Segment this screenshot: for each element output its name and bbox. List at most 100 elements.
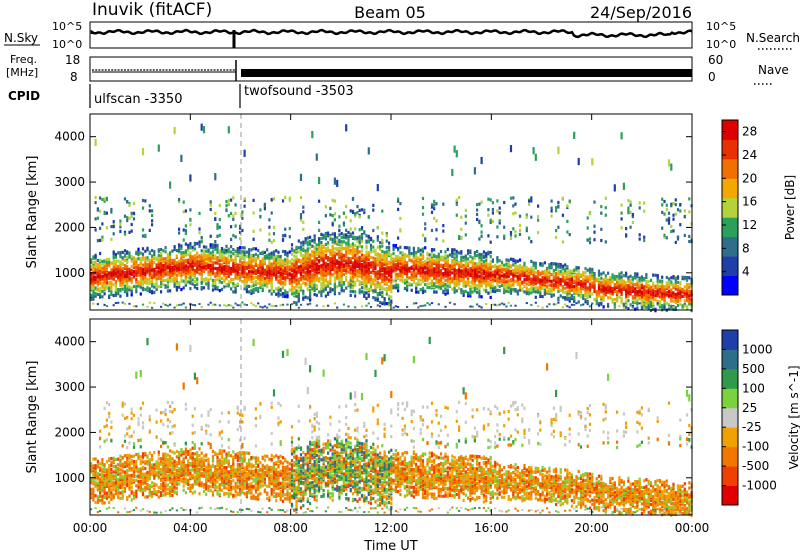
echo-cell	[92, 294, 95, 298]
echo-cell	[248, 284, 251, 288]
echo-cell	[582, 294, 585, 298]
echo-cell	[505, 258, 508, 262]
echo-cell	[96, 278, 99, 282]
echo-cell	[272, 305, 276, 308]
echo-cell	[503, 303, 506, 306]
echo-cell	[171, 259, 174, 263]
echo-cell	[509, 304, 513, 307]
echo-cell	[245, 277, 248, 281]
echo-cell	[288, 281, 291, 285]
echo-cell	[647, 306, 650, 309]
echo-cell	[555, 267, 558, 272]
echo-cell	[480, 280, 483, 284]
echo-cell	[96, 282, 99, 286]
echo-cell	[439, 255, 443, 259]
echo-cell	[408, 266, 411, 270]
echo-cell	[417, 271, 420, 275]
echo-cell	[180, 253, 183, 258]
echo-cell	[189, 254, 192, 258]
echo-cell	[306, 251, 309, 255]
echo-cell	[505, 305, 508, 308]
echo-cell	[218, 225, 221, 229]
echo-cell	[277, 250, 280, 254]
echo-cell	[126, 292, 129, 296]
echo-cell	[331, 240, 334, 244]
echo-cell	[342, 221, 345, 225]
echo-cell	[428, 281, 431, 286]
echo-cell	[555, 209, 558, 213]
echo-cell	[665, 290, 668, 295]
echo-cell	[406, 272, 409, 276]
echo-cell	[248, 250, 251, 254]
echo-cell	[297, 239, 300, 243]
echo-cell	[320, 277, 323, 281]
echo-cell	[534, 295, 537, 299]
echo-cell	[230, 211, 233, 216]
echo-cell	[487, 291, 490, 295]
echo-cell	[270, 240, 273, 244]
echo-cell	[406, 285, 409, 289]
echo-cell	[471, 261, 474, 265]
echo-cell	[216, 258, 219, 262]
echo-cell	[523, 290, 526, 294]
echo-cell	[473, 287, 476, 292]
echo-cell	[645, 282, 648, 286]
echo-cell	[654, 284, 657, 288]
echo-cell	[162, 283, 165, 287]
echo-cell	[187, 265, 190, 269]
echo-cell	[144, 256, 147, 260]
echo-cell	[99, 196, 102, 200]
echo-cell	[225, 267, 228, 271]
echo-cell	[347, 243, 350, 247]
echo-cell	[216, 286, 219, 290]
echo-cell	[175, 269, 178, 273]
echo-cell	[564, 296, 567, 300]
echo-cell	[354, 283, 357, 287]
echo-cell	[241, 210, 244, 214]
echo-cell	[245, 288, 248, 292]
echo-cell	[403, 246, 406, 250]
echo-cell	[108, 294, 111, 298]
echo-cell	[123, 264, 127, 268]
echo-cell	[200, 240, 203, 244]
echo-cell	[101, 222, 104, 226]
echo-cell	[277, 291, 280, 295]
echo-cell	[198, 240, 201, 244]
echo-cell	[189, 259, 192, 263]
echo-cell	[360, 226, 364, 230]
echo-cell	[654, 294, 657, 298]
echo-cell	[356, 256, 359, 260]
echo-cell	[200, 305, 203, 308]
echo-cell	[198, 264, 201, 268]
echo-cell	[311, 273, 314, 277]
echo-cell	[128, 255, 131, 259]
echo-cell	[171, 265, 174, 269]
echo-cell	[241, 212, 244, 217]
echo-cell	[489, 260, 492, 264]
echo-cell	[588, 282, 592, 286]
echo-cell	[462, 270, 465, 274]
echo-cell	[268, 275, 271, 279]
echo-cell	[324, 231, 327, 236]
echo-cell	[591, 281, 594, 285]
echo-cell	[345, 244, 348, 248]
echo-cell	[509, 291, 513, 295]
echo-cell	[117, 288, 120, 292]
echo-cell	[281, 259, 285, 263]
echo-cell	[315, 153, 318, 161]
power-scatter-cells	[90, 123, 693, 313]
echo-cell	[363, 281, 366, 285]
echo-cell	[189, 174, 192, 182]
echo-cell	[284, 292, 287, 296]
echo-cell	[500, 263, 504, 267]
echo-cell	[534, 153, 537, 161]
echo-cell	[327, 231, 330, 235]
echo-cell	[347, 259, 350, 263]
echo-cell	[417, 290, 420, 294]
echo-cell	[239, 266, 242, 270]
echo-cell	[318, 176, 321, 185]
echo-cell	[252, 229, 255, 233]
echo-cell	[652, 302, 655, 306]
echo-cell	[211, 243, 215, 247]
echo-cell	[234, 268, 237, 272]
